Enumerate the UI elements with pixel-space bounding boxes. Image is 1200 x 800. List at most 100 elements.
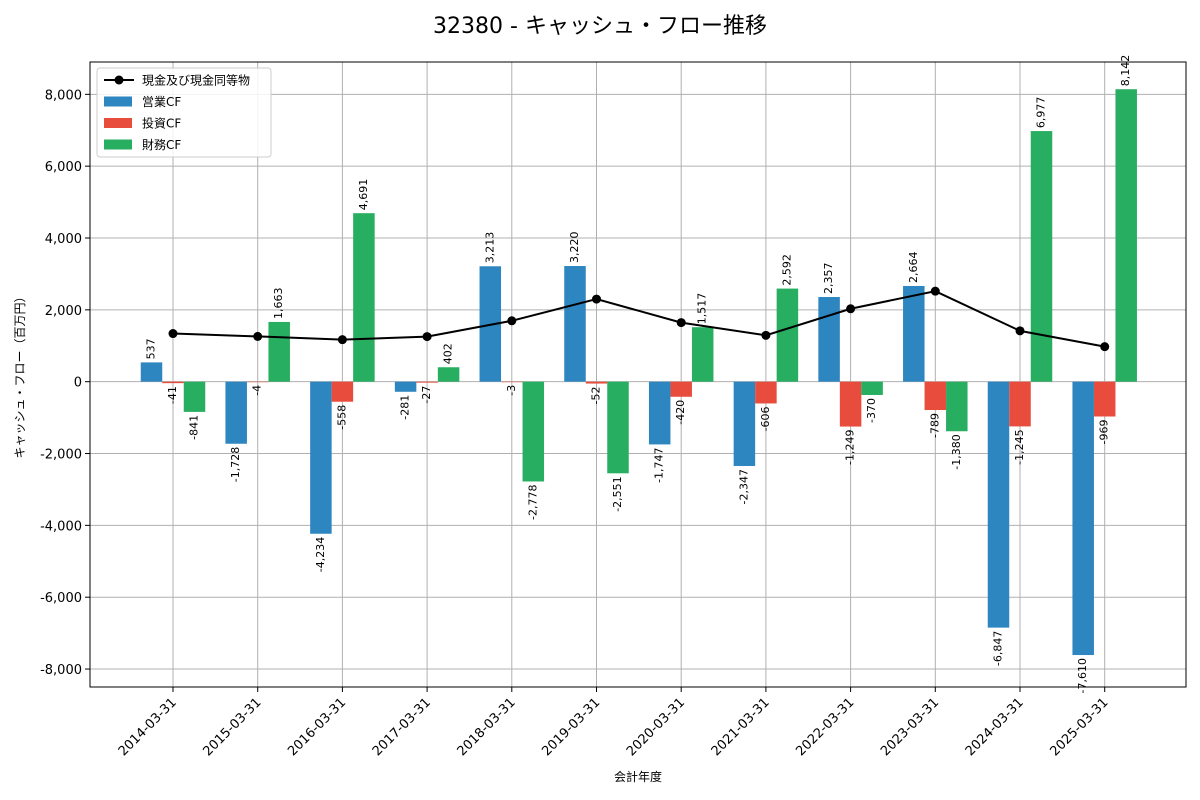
bar-data-label: -606 bbox=[759, 406, 772, 431]
bar bbox=[755, 381, 777, 404]
bar-data-label: -4 bbox=[251, 385, 264, 396]
line-layer bbox=[168, 286, 1110, 352]
cash-point bbox=[1100, 342, 1110, 352]
bar-data-label: 402 bbox=[442, 343, 455, 364]
bar-data-label: 537 bbox=[145, 338, 158, 359]
bar-data-label: 4,691 bbox=[357, 179, 370, 211]
y-tick-label: 6,000 bbox=[45, 160, 82, 175]
bar bbox=[776, 288, 799, 382]
legend-box bbox=[96, 67, 272, 158]
x-tick-label: 2021-03-31 bbox=[709, 695, 773, 759]
cash-point bbox=[168, 329, 178, 339]
bar bbox=[861, 381, 883, 395]
bar bbox=[225, 381, 247, 444]
y-tick-label: -8,000 bbox=[40, 663, 82, 678]
y-tick-label: 0 bbox=[74, 376, 82, 391]
bar-data-label: -281 bbox=[399, 395, 412, 420]
legend-marker-swatch bbox=[114, 75, 124, 85]
bar bbox=[394, 381, 417, 392]
y-tick-label: -4,000 bbox=[40, 519, 82, 534]
bar-data-label: 8,142 bbox=[1119, 55, 1132, 87]
bar bbox=[310, 381, 332, 534]
bar bbox=[987, 381, 1010, 628]
bar-data-label: -789 bbox=[928, 413, 941, 438]
cash-point bbox=[676, 318, 686, 328]
bar-data-label: -1,249 bbox=[844, 430, 857, 465]
bar-data-label: -52 bbox=[590, 387, 603, 405]
y-tick-label: -2,000 bbox=[40, 448, 82, 463]
bar-data-label: -1,380 bbox=[950, 434, 963, 469]
bar-data-label: -420 bbox=[674, 400, 687, 425]
bar-data-label: 3,220 bbox=[568, 232, 581, 264]
bar bbox=[1115, 89, 1137, 382]
bar-data-label: -4,234 bbox=[314, 537, 327, 572]
x-tick-label: 2020-03-31 bbox=[624, 695, 688, 759]
bar bbox=[501, 381, 523, 383]
legend-bar-swatch bbox=[104, 139, 132, 150]
x-tick-label: 2022-03-31 bbox=[793, 695, 857, 759]
bar-data-label: -1,747 bbox=[653, 447, 666, 482]
bar bbox=[183, 381, 206, 412]
bar-data-label: 1,517 bbox=[696, 293, 709, 325]
chart-title: 32380 - キャッシュ・フロー推移 bbox=[433, 14, 767, 39]
legend-label: 営業CF bbox=[142, 95, 181, 109]
bar bbox=[1009, 381, 1031, 427]
bar bbox=[437, 367, 460, 382]
legend-label: 投資CF bbox=[142, 116, 181, 131]
bar bbox=[1093, 381, 1116, 417]
bar bbox=[733, 381, 756, 466]
x-tick-label: 2017-03-31 bbox=[370, 695, 434, 759]
x-tick-label: 2015-03-31 bbox=[200, 695, 264, 759]
bar bbox=[924, 381, 947, 411]
x-tick-label: 2024-03-31 bbox=[963, 695, 1027, 759]
x-tick-label: 2025-03-31 bbox=[1047, 695, 1111, 759]
bar-data-label: -2,778 bbox=[526, 484, 539, 519]
bar-data-label: -2,347 bbox=[737, 469, 750, 504]
bar-data-label: 2,664 bbox=[907, 251, 920, 283]
y-tick-label: 2,000 bbox=[45, 304, 82, 319]
bar bbox=[818, 297, 840, 382]
x-tick-label: 2023-03-31 bbox=[878, 695, 942, 759]
x-tick-label: 2018-03-31 bbox=[455, 695, 519, 759]
bar bbox=[353, 213, 375, 382]
plot-frame bbox=[89, 61, 1187, 688]
bar-data-label: 1,663 bbox=[272, 287, 285, 319]
labels-layer: 537 -1,728 -4,234 -281 3,213 3,220 -1,747 -2,34… bbox=[145, 55, 1133, 694]
cash-point bbox=[761, 330, 771, 340]
y-tick-label: 4,000 bbox=[45, 232, 82, 247]
bar bbox=[140, 362, 163, 382]
bar bbox=[691, 327, 714, 382]
bar bbox=[1030, 131, 1053, 382]
cash-point bbox=[422, 332, 432, 342]
x-axis-label: 会計年度 bbox=[614, 769, 662, 784]
bar bbox=[268, 321, 290, 382]
bar-data-label: -1,245 bbox=[1013, 429, 1026, 464]
bar bbox=[162, 381, 184, 384]
legend-bar-swatch bbox=[104, 118, 132, 128]
bar-data-label: 6,977 bbox=[1035, 97, 1048, 129]
bar-data-label: -1,728 bbox=[229, 447, 242, 482]
grid-layer bbox=[90, 62, 1186, 687]
cash-point bbox=[253, 331, 263, 341]
bar-data-label: -969 bbox=[1098, 419, 1111, 444]
x-tick-label: 2019-03-31 bbox=[539, 695, 603, 759]
bar-data-label: -558 bbox=[335, 405, 348, 430]
cash-point bbox=[507, 316, 517, 326]
y-axis-label: キャッシュ・フロー（百万円） bbox=[13, 290, 27, 458]
cash-point bbox=[846, 304, 856, 314]
legend-label: 現金及び現金同等物 bbox=[142, 73, 250, 88]
bar bbox=[648, 381, 671, 445]
cash-line bbox=[172, 290, 1105, 348]
bar-data-label: -841 bbox=[188, 415, 201, 440]
cash-point bbox=[1015, 326, 1025, 336]
bar-data-label: 3,213 bbox=[483, 232, 496, 264]
legend-label: 財務CF bbox=[142, 137, 181, 152]
bar bbox=[607, 381, 629, 474]
bar-data-label: -370 bbox=[865, 398, 878, 423]
bar bbox=[670, 381, 692, 397]
bar bbox=[564, 266, 586, 382]
bars-layer bbox=[140, 89, 1137, 656]
cash-point bbox=[930, 286, 940, 296]
bar bbox=[246, 381, 269, 383]
